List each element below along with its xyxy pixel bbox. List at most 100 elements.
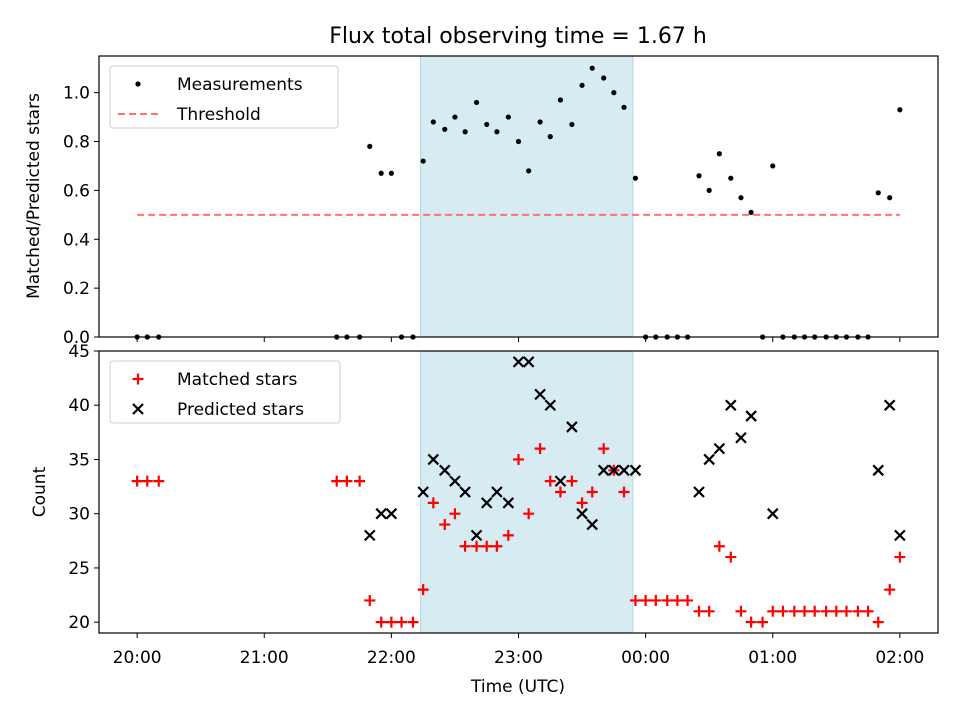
x-tick-label: 02:00: [875, 648, 924, 668]
data-point-glyph: [661, 594, 673, 606]
data-point: [872, 616, 884, 628]
data-point-glyph: [407, 616, 419, 628]
y-tick-label: 40: [68, 396, 90, 416]
data-point-dot: [557, 97, 564, 103]
legend-entry: Matched stars: [132, 370, 297, 390]
data-point-glyph: [438, 464, 451, 477]
data-point: [738, 195, 744, 201]
data-point-dot: [632, 175, 639, 181]
legend-entry: Threshold: [118, 105, 261, 125]
data-point: [640, 594, 652, 606]
data-point: [341, 475, 353, 487]
data-point: [897, 107, 903, 113]
data-point: [569, 121, 575, 128]
data-point-dot: [367, 143, 373, 150]
data-point: [388, 170, 394, 176]
data-point-glyph: [650, 594, 662, 606]
y-tick-label: 25: [68, 559, 90, 579]
y-tick-label: 45: [68, 342, 90, 362]
data-point: [513, 453, 524, 465]
data-point-glyph: [502, 529, 514, 541]
data-point: [884, 584, 896, 596]
data-point: [367, 143, 373, 150]
data-point: [770, 163, 776, 169]
bottom-y-axis: 20 25 30 35 40 45: [68, 342, 99, 633]
data-point-dot: [537, 119, 543, 125]
data-point: [706, 187, 712, 193]
legend-entry: Predicted stars: [132, 400, 304, 420]
data-point: [427, 453, 440, 466]
data-point-glyph: [735, 431, 747, 444]
data-point-glyph: [427, 497, 439, 509]
data-point: [618, 486, 630, 498]
data-point-glyph: [693, 605, 705, 617]
data-point: [767, 605, 779, 617]
data-point: [597, 464, 610, 477]
data-point: [544, 399, 557, 412]
data-point-dot: [569, 121, 575, 128]
data-point: [703, 605, 715, 617]
data-point: [462, 129, 468, 135]
data-point-glyph: [629, 464, 642, 477]
data-point: [502, 529, 514, 541]
data-point-glyph: [576, 507, 588, 520]
data-point-glyph: [363, 529, 376, 542]
bottom-legend: Matched stars Predicted stars: [109, 360, 341, 424]
data-point: [153, 475, 165, 487]
data-point-glyph: [777, 605, 789, 617]
data-point: [820, 605, 832, 617]
data-point-glyph: [385, 616, 397, 628]
data-point: [459, 540, 471, 552]
legend-label: Predicted stars: [177, 400, 304, 420]
data-point-glyph: [480, 497, 493, 509]
data-point-glyph: [884, 584, 896, 596]
data-point-dot: [589, 65, 595, 71]
data-point-glyph: [767, 605, 779, 617]
data-point: [566, 475, 578, 487]
bottom-x-axis: 20:00 21:00 22:00 23:00 00:00 01:00 02:00: [113, 633, 924, 668]
data-point-glyph: [481, 540, 493, 552]
data-point: [579, 82, 585, 88]
legend-box: [109, 360, 341, 424]
data-point-dot: [505, 114, 511, 120]
data-point-glyph: [522, 356, 535, 368]
data-point-dot: [515, 138, 522, 145]
data-point-glyph: [597, 464, 610, 477]
data-point-dot: [388, 170, 394, 176]
data-point: [894, 529, 906, 542]
data-point: [452, 114, 458, 120]
y-tick-label: 0.8: [63, 133, 90, 153]
data-point: [693, 605, 705, 617]
data-point: [537, 119, 543, 125]
data-point-dot: [748, 209, 754, 215]
data-point-glyph: [471, 540, 483, 552]
data-point-dot: [601, 75, 607, 81]
legend-marker-swatch: [132, 373, 144, 385]
series-predicted-stars: [363, 356, 906, 542]
data-point: [671, 594, 683, 606]
data-point: [396, 616, 408, 628]
data-point-dot: [579, 82, 585, 88]
data-point: [480, 497, 493, 509]
data-point: [621, 104, 627, 110]
legend-marker-swatch-dot: [135, 81, 141, 87]
y-tick-label: 0.4: [63, 230, 90, 250]
data-point: [522, 356, 535, 368]
data-point: [894, 551, 906, 563]
top-y-axis: 0.0 0.2 0.4 0.6 0.8 1.0: [63, 84, 99, 348]
data-point-glyph: [693, 486, 705, 498]
y-tick-label: 0.2: [63, 279, 90, 299]
data-point-glyph: [439, 519, 451, 531]
data-point: [830, 605, 842, 617]
data-point: [417, 486, 429, 498]
data-point-glyph: [459, 540, 471, 552]
data-point: [875, 190, 881, 196]
data-point: [696, 173, 702, 179]
data-point: [439, 519, 451, 531]
data-point-glyph: [523, 508, 535, 520]
data-point-glyph: [417, 486, 429, 498]
data-point-glyph: [153, 475, 165, 487]
y-tick-label: 0.0: [63, 328, 90, 348]
data-point-glyph: [544, 399, 557, 412]
observing-span-rect: [420, 55, 634, 338]
